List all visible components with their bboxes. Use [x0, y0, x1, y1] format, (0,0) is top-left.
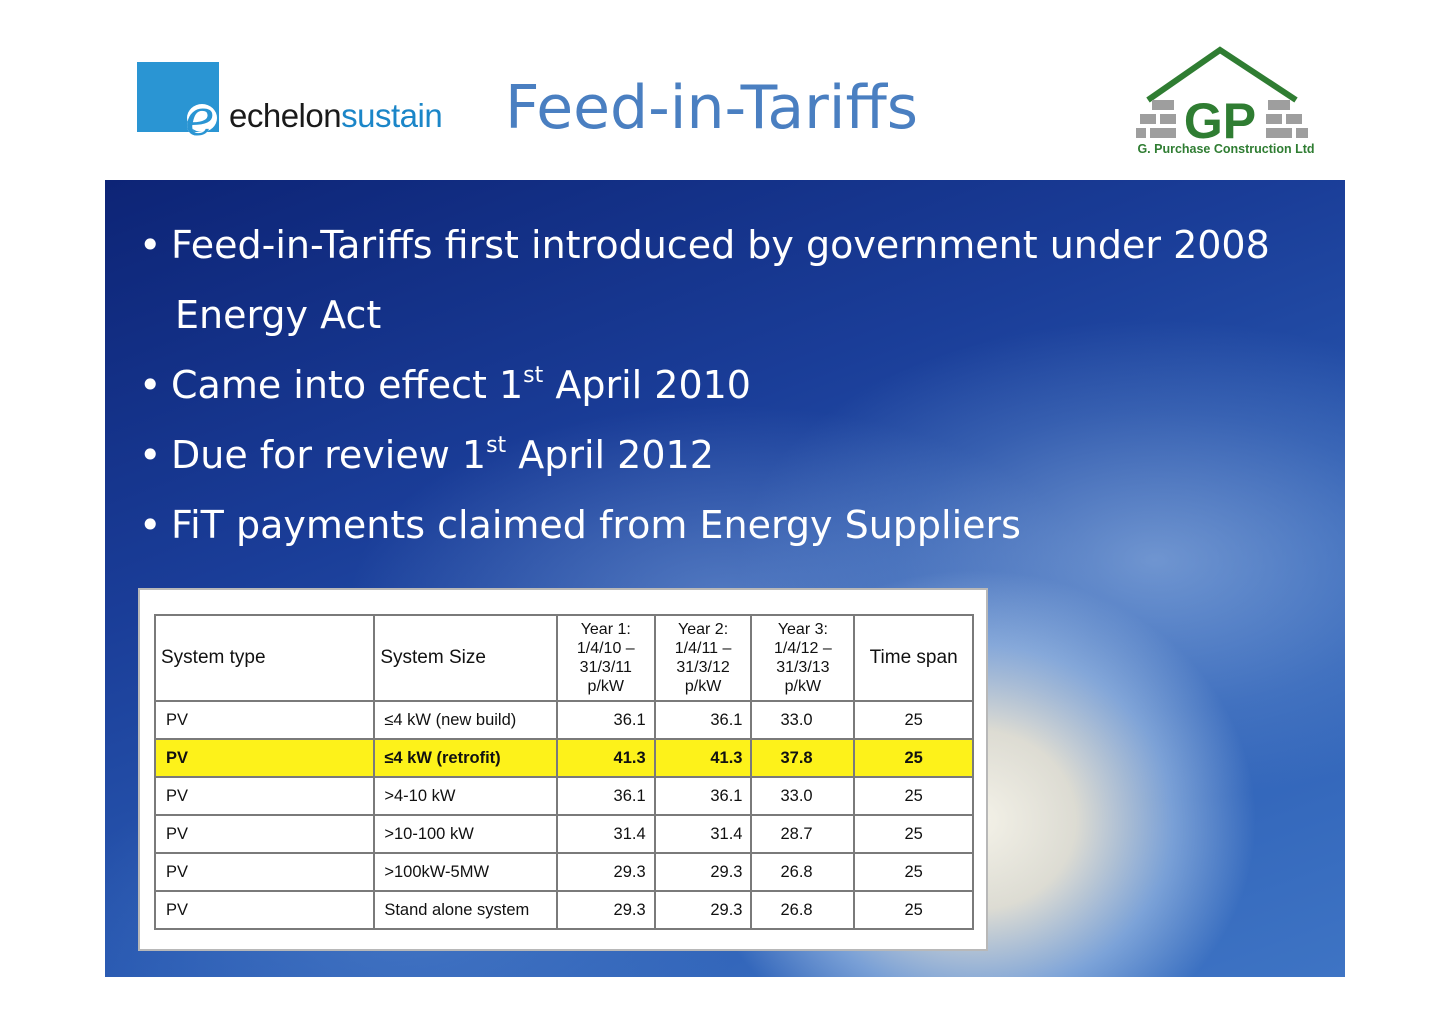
cell-time-span: 25 [853, 890, 974, 930]
bullet-item: Due for review 1st April 2012 [135, 420, 1335, 490]
col-header-system-type: System type [153, 614, 376, 702]
page-title: Feed-in-Tariffs [505, 73, 919, 143]
gp-construction-logo: GP G. Purchase Construction Ltd [1120, 44, 1332, 162]
gp-initials: GP [1184, 93, 1256, 144]
cell-system-type: PV [153, 700, 376, 740]
table-row: PV >10-100 kW 31.4 31.4 28.7 25 [153, 814, 974, 854]
cell-year2: 36.1 [653, 700, 753, 740]
cell-system-size: >10-100 kW [373, 814, 558, 854]
bullet-item-continuation: Energy Act [175, 293, 382, 337]
cell-system-type: PV [153, 814, 376, 854]
cell-year2: 29.3 [653, 852, 753, 892]
col-header-year1: Year 1: 1/4/10 –31/3/11 p/kW [555, 614, 656, 702]
cell-time-span: 25 [853, 852, 974, 892]
cell-time-span: 25 [853, 738, 974, 778]
tariff-table: System type System Size Year 1: 1/4/10 –3… [153, 614, 974, 930]
table-row: PV >100kW-5MW 29.3 29.3 26.8 25 [153, 852, 974, 892]
cell-system-size: >4-10 kW [373, 776, 558, 816]
cell-year2: 36.1 [653, 776, 753, 816]
cell-system-size: ≤4 kW (new build) [373, 700, 558, 740]
cell-year1: 41.3 [555, 738, 656, 778]
col-header-year2: Year 2: 1/4/11 –31/3/12 p/kW [653, 614, 753, 702]
cell-year3: 26.8 [750, 852, 856, 892]
col-header-system-size: System Size [373, 614, 558, 702]
cell-system-size: ≤4 kW (retrofit) [373, 738, 558, 778]
cell-time-span: 25 [853, 814, 974, 854]
cell-year2: 31.4 [653, 814, 753, 854]
cell-system-type: PV [153, 776, 376, 816]
cell-year3: 26.8 [750, 890, 856, 930]
table-row-highlighted: PV ≤4 kW (retrofit) 41.3 41.3 37.8 25 [153, 738, 974, 778]
cell-year3: 37.8 [750, 738, 856, 778]
cell-system-size: Stand alone system [373, 890, 558, 930]
cell-year2: 41.3 [653, 738, 753, 778]
logo-wordmark: echelonsustain [229, 97, 443, 134]
cell-system-type: PV [153, 890, 376, 930]
table-row: PV ≤4 kW (new build) 36.1 36.1 33.0 25 [153, 700, 974, 740]
logo-e-mark: e [185, 89, 215, 147]
gp-caption: G. Purchase Construction Ltd [1137, 142, 1315, 156]
cell-system-type: PV [153, 738, 376, 778]
table-row: PV Stand alone system 29.3 29.3 26.8 25 [153, 890, 974, 930]
cell-system-size: >100kW-5MW [373, 852, 558, 892]
table-header-row: System type System Size Year 1: 1/4/10 –3… [153, 614, 974, 702]
cell-time-span: 25 [853, 700, 974, 740]
cell-year1: 29.3 [555, 852, 656, 892]
tariff-table-card: System type System Size Year 1: 1/4/10 –3… [138, 588, 988, 951]
content-panel: Feed-in-Tariffs first introduced by gove… [105, 180, 1345, 977]
bullet-item: Came into effect 1st April 2010 [135, 350, 1335, 420]
bullet-item: Feed-in-Tariffs first introduced by gove… [135, 210, 1335, 280]
cell-year3: 33.0 [750, 700, 856, 740]
cell-system-type: PV [153, 852, 376, 892]
cell-year1: 29.3 [555, 890, 656, 930]
bullet-list: Feed-in-Tariffs first introduced by gove… [135, 210, 1335, 560]
cell-year2: 29.3 [653, 890, 753, 930]
cell-time-span: 25 [853, 776, 974, 816]
cell-year1: 36.1 [555, 776, 656, 816]
echelon-sustain-logo: e echelonsustain [137, 62, 477, 143]
house-roof-icon: GP [1136, 46, 1308, 144]
bullet-item: FiT payments claimed from Energy Supplie… [135, 490, 1335, 560]
cell-year1: 36.1 [555, 700, 656, 740]
logo-word-echelon: echelon [229, 97, 342, 134]
col-header-year3: Year 3: 1/4/12 –31/3/13 p/kW [750, 614, 856, 702]
cell-year3: 33.0 [750, 776, 856, 816]
col-header-time-span: Time span [853, 614, 974, 702]
cell-year3: 28.7 [750, 814, 856, 854]
logo-word-sustain: sustain [341, 97, 443, 134]
cell-year1: 31.4 [555, 814, 656, 854]
table-row: PV >4-10 kW 36.1 36.1 33.0 25 [153, 776, 974, 816]
